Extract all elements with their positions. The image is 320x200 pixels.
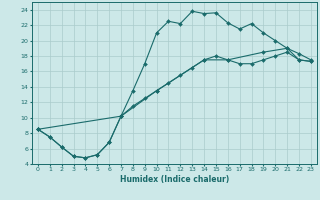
X-axis label: Humidex (Indice chaleur): Humidex (Indice chaleur): [120, 175, 229, 184]
